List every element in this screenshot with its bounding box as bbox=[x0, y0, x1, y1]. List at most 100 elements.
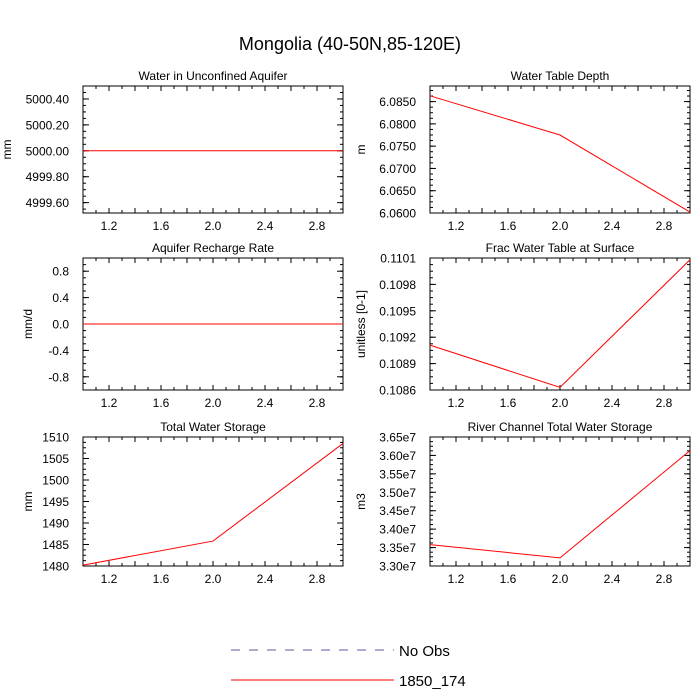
y-tick-label: 6.0700 bbox=[379, 162, 416, 176]
y-tick-label: -0.8 bbox=[48, 370, 69, 384]
y-tick-label: 1480 bbox=[42, 560, 69, 574]
x-tick-label: 2.8 bbox=[309, 572, 326, 586]
panel-5: Total Water Storage 1.2 1.6 2.0 2.4 2.8 1480 14… bbox=[21, 420, 344, 586]
legend-obs-label: No Obs bbox=[399, 643, 450, 660]
x-tick-label: 1.2 bbox=[101, 572, 118, 586]
y-tick-label: 5000.00 bbox=[26, 144, 70, 158]
x-tick-label: 2.0 bbox=[205, 219, 222, 233]
series-line-1850_174 bbox=[429, 259, 691, 388]
panels: Water in Unconfined Aquifer 1.2 1.6 2.0 2.4 2… bbox=[0, 69, 691, 586]
y-tick-label: 3.65e7 bbox=[379, 431, 416, 445]
y-tick-label: 4999.60 bbox=[26, 196, 70, 210]
panel-title: Frac Water Table at Surface bbox=[486, 241, 635, 255]
plot-frame bbox=[82, 436, 344, 567]
y-tick-label: 4999.80 bbox=[26, 170, 70, 184]
panel-2: Water Table Depth 1.2 1.6 2.0 2.4 2.8 6.0600 6.… bbox=[354, 69, 691, 233]
panel-title: Water Table Depth bbox=[511, 69, 610, 83]
y-tick-label: 1505 bbox=[42, 452, 69, 466]
y-tick-label: 3.55e7 bbox=[379, 467, 416, 481]
y-tick-label: 0.0 bbox=[52, 318, 69, 332]
y-tick-label: 5000.40 bbox=[26, 92, 70, 106]
x-tick-label: 2.8 bbox=[656, 572, 673, 586]
y-tick-label: 0.1095 bbox=[379, 304, 416, 318]
panel-title: Total Water Storage bbox=[160, 420, 266, 434]
y-tick-label: 0.8 bbox=[52, 265, 69, 279]
y-axis-label: mm bbox=[21, 492, 35, 512]
y-axis-label: mm bbox=[0, 140, 14, 160]
x-tick-label: 2.0 bbox=[552, 219, 569, 233]
x-tick-label: 1.2 bbox=[448, 572, 465, 586]
x-tick-label: 2.4 bbox=[257, 219, 274, 233]
legend-model-label: 1850_174 bbox=[399, 673, 466, 690]
y-axis-label: m3 bbox=[354, 493, 368, 510]
x-tick-label: 1.6 bbox=[153, 572, 170, 586]
y-tick-label: 1510 bbox=[42, 431, 69, 445]
panel-3: Aquifer Recharge Rate 1.2 1.6 2.0 2.4 2.8 -0.8… bbox=[21, 241, 344, 410]
y-tick-label: 3.45e7 bbox=[379, 504, 416, 518]
y-tick-label: 1495 bbox=[42, 495, 69, 509]
x-tick-label: 2.8 bbox=[656, 219, 673, 233]
y-tick-label: 3.40e7 bbox=[379, 523, 416, 537]
x-tick-label: 2.8 bbox=[309, 219, 326, 233]
y-tick-label: 5000.20 bbox=[26, 118, 70, 132]
x-tick-label: 2.4 bbox=[257, 572, 274, 586]
x-tick-label: 1.6 bbox=[500, 572, 517, 586]
y-tick-label: 1500 bbox=[42, 474, 69, 488]
plot-frame bbox=[429, 257, 691, 391]
x-tick-label: 1.2 bbox=[448, 219, 465, 233]
y-tick-label: 6.0850 bbox=[379, 95, 416, 109]
y-tick-label: 3.60e7 bbox=[379, 449, 416, 463]
y-tick-label: 1490 bbox=[42, 517, 69, 531]
x-tick-label: 2.8 bbox=[656, 396, 673, 410]
y-tick-label: 6.0800 bbox=[379, 117, 416, 131]
y-tick-label: 0.1086 bbox=[379, 384, 416, 398]
x-tick-label: 2.0 bbox=[205, 396, 222, 410]
x-tick-label: 2.0 bbox=[552, 396, 569, 410]
y-tick-label: 0.4 bbox=[52, 291, 69, 305]
panel-6: River Channel Total Water Storage 1.2 1.6 2… bbox=[354, 420, 691, 586]
y-axis-label: mm/d bbox=[21, 309, 35, 339]
x-tick-label: 1.6 bbox=[500, 219, 517, 233]
x-tick-label: 1.2 bbox=[101, 219, 118, 233]
x-tick-label: 1.6 bbox=[153, 396, 170, 410]
series-line-1850_174 bbox=[429, 95, 691, 213]
y-tick-label: 0.1089 bbox=[379, 357, 416, 371]
y-tick-label: 6.0750 bbox=[379, 140, 416, 154]
panel-1: Water in Unconfined Aquifer 1.2 1.6 2.0 2.4 2… bbox=[0, 69, 344, 233]
y-tick-label: 6.0600 bbox=[379, 207, 416, 221]
x-tick-label: 1.2 bbox=[101, 396, 118, 410]
x-tick-label: 1.2 bbox=[448, 396, 465, 410]
x-tick-label: 2.4 bbox=[604, 396, 621, 410]
y-tick-label: -0.4 bbox=[48, 344, 69, 358]
y-axis-label: m bbox=[354, 145, 368, 155]
x-tick-label: 2.4 bbox=[604, 219, 621, 233]
series-line-1850_174 bbox=[82, 443, 344, 566]
y-tick-label: 0.1092 bbox=[379, 331, 416, 345]
panel-title: Aquifer Recharge Rate bbox=[152, 241, 274, 255]
x-tick-label: 1.6 bbox=[153, 219, 170, 233]
x-tick-label: 2.0 bbox=[552, 572, 569, 586]
figure-title: Mongolia (40-50N,85-120E) bbox=[239, 34, 461, 54]
x-tick-label: 2.8 bbox=[309, 396, 326, 410]
y-axis-label: unitless [0-1] bbox=[354, 290, 368, 358]
x-tick-label: 1.6 bbox=[500, 396, 517, 410]
series-line-1850_174 bbox=[429, 450, 691, 559]
y-tick-label: 0.1101 bbox=[380, 252, 416, 266]
y-tick-label: 3.35e7 bbox=[379, 541, 416, 555]
plot-frame bbox=[82, 85, 344, 214]
x-tick-label: 2.4 bbox=[604, 572, 621, 586]
y-tick-label: 1485 bbox=[42, 538, 69, 552]
y-tick-label: 6.0650 bbox=[379, 184, 416, 198]
y-tick-label: 3.30e7 bbox=[379, 560, 416, 574]
legend: No Obs 1850_174 bbox=[231, 643, 466, 690]
plot-frame bbox=[429, 85, 691, 214]
panel-title: River Channel Total Water Storage bbox=[468, 420, 653, 434]
plot-frame bbox=[429, 436, 691, 567]
x-tick-label: 2.0 bbox=[205, 572, 222, 586]
y-tick-label: 0.1098 bbox=[379, 278, 416, 292]
panel-title: Water in Unconfined Aquifer bbox=[139, 69, 288, 83]
y-tick-label: 3.50e7 bbox=[379, 486, 416, 500]
panel-4: Frac Water Table at Surface 1.2 1.6 2.0 2.4 2… bbox=[354, 241, 691, 410]
x-tick-label: 2.4 bbox=[257, 396, 274, 410]
